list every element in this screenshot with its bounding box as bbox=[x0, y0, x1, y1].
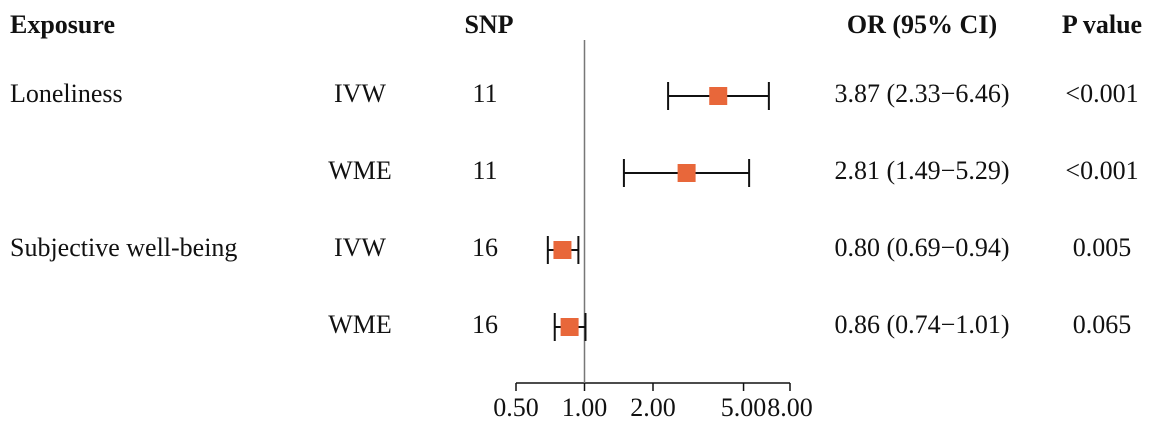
exposure-label: Loneliness bbox=[10, 79, 123, 108]
x-tick-label: 0.50 bbox=[493, 393, 539, 422]
header-or: OR (95% CI) bbox=[847, 10, 997, 39]
p-value: 0.065 bbox=[1073, 310, 1132, 339]
method-label: WME bbox=[328, 156, 392, 185]
method-label: WME bbox=[328, 310, 392, 339]
x-tick-label: 8.00 bbox=[767, 393, 813, 422]
point-estimate bbox=[709, 87, 728, 105]
point-estimate bbox=[553, 241, 572, 259]
header-snp: SNP bbox=[464, 10, 513, 39]
or-label: 0.80 (0.69−0.94) bbox=[835, 233, 1010, 262]
snp-count: 16 bbox=[472, 233, 498, 262]
snp-count: 11 bbox=[472, 79, 497, 108]
p-value: <0.001 bbox=[1065, 79, 1138, 108]
snp-count: 11 bbox=[472, 156, 497, 185]
x-tick-label: 2.00 bbox=[630, 393, 676, 422]
or-label: 3.87 (2.33−6.46) bbox=[835, 79, 1010, 108]
point-estimate bbox=[560, 318, 579, 336]
snp-count: 16 bbox=[472, 310, 498, 339]
p-value: <0.001 bbox=[1065, 156, 1138, 185]
header-exposure: Exposure bbox=[10, 10, 115, 39]
p-value: 0.005 bbox=[1073, 233, 1132, 262]
header-p: P value bbox=[1062, 10, 1142, 39]
method-label: IVW bbox=[334, 233, 386, 262]
exposure-label: Subjective well-being bbox=[10, 233, 237, 262]
method-label: IVW bbox=[334, 79, 386, 108]
x-tick-label: 1.00 bbox=[562, 393, 608, 422]
point-estimate bbox=[677, 164, 696, 182]
x-tick-label: 5.00 bbox=[721, 393, 767, 422]
or-label: 2.81 (1.49−5.29) bbox=[835, 156, 1010, 185]
or-label: 0.86 (0.74−1.01) bbox=[835, 310, 1010, 339]
